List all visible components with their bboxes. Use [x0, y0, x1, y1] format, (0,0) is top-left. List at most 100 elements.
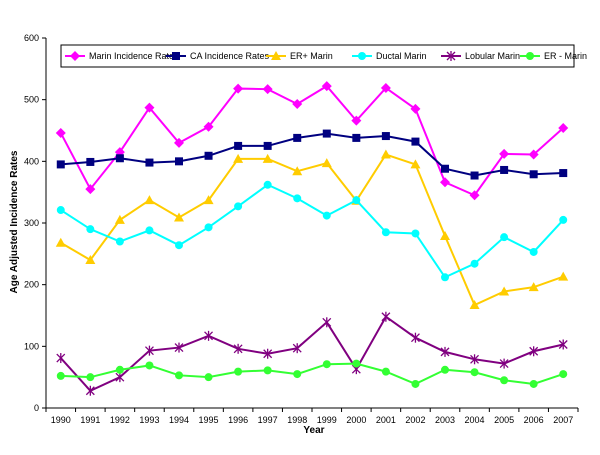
x-tick-label: 1999	[317, 415, 337, 425]
legend-item: Ductal Marin	[352, 51, 427, 61]
data-point	[145, 158, 154, 167]
data-point	[500, 233, 509, 242]
legend-label: ER+ Marin	[290, 51, 333, 61]
data-point	[85, 184, 96, 195]
data-point	[144, 102, 155, 113]
data-point	[559, 370, 568, 379]
x-tick-label: 2006	[524, 415, 544, 425]
data-point	[115, 365, 124, 374]
data-point	[263, 180, 272, 189]
data-point	[321, 158, 332, 168]
data-point	[204, 223, 213, 232]
legend-label: Ductal Marin	[376, 51, 427, 61]
x-tick-label: 2000	[346, 415, 366, 425]
data-point	[499, 286, 510, 296]
legend-item: Lobular Marin	[441, 51, 520, 61]
data-point	[262, 153, 273, 163]
legend-label: ER - Marin	[544, 51, 587, 61]
legend-label: Marin Incidence Rates	[89, 51, 179, 61]
x-tick-label: 2001	[376, 415, 396, 425]
data-point	[174, 342, 184, 353]
data-point	[115, 372, 125, 383]
data-point	[352, 196, 361, 205]
data-point	[411, 229, 420, 238]
data-point	[55, 127, 66, 138]
data-point	[85, 385, 95, 396]
legend-swatch-marker	[172, 52, 180, 60]
data-point	[559, 215, 568, 224]
data-point	[380, 149, 391, 159]
data-point	[56, 206, 65, 215]
series-5	[56, 359, 568, 388]
data-point	[233, 343, 243, 354]
series-4	[56, 311, 568, 396]
legend-swatch-marker	[526, 52, 534, 60]
y-tick-label: 300	[24, 218, 39, 228]
data-point	[262, 84, 273, 95]
legend-label: CA Incidence Rates	[190, 51, 270, 61]
legend-swatch-marker	[358, 52, 366, 60]
data-point	[233, 153, 244, 163]
data-point	[470, 171, 479, 180]
series-line	[59, 84, 564, 197]
data-point	[203, 195, 214, 205]
data-point	[263, 366, 272, 375]
data-point	[380, 82, 391, 93]
series-line	[60, 362, 564, 386]
data-point	[381, 367, 390, 376]
x-tick-label: 1992	[110, 415, 130, 425]
y-tick-label: 400	[24, 156, 39, 166]
data-point	[381, 228, 390, 237]
data-point	[469, 190, 480, 201]
legend-swatch-marker	[70, 51, 80, 61]
x-tick-label: 2002	[405, 415, 425, 425]
x-tick-label: 2004	[465, 415, 485, 425]
data-point	[292, 166, 303, 176]
data-point	[293, 370, 302, 379]
data-point	[292, 98, 303, 109]
data-point	[263, 348, 273, 359]
data-point	[351, 115, 362, 126]
data-point	[322, 360, 331, 369]
data-point	[115, 154, 124, 163]
series-0	[55, 81, 569, 201]
data-point	[410, 332, 420, 343]
y-axis-title: Age Adjusted Incidence Rates	[9, 150, 20, 293]
y-axis-ticks: 0 100 200 300 400 500 600	[24, 33, 46, 413]
data-point	[441, 164, 449, 173]
data-point	[440, 346, 450, 357]
data-point	[381, 132, 390, 141]
data-point	[500, 376, 509, 385]
data-point	[559, 169, 568, 178]
series-line	[60, 153, 564, 307]
data-point	[410, 159, 421, 169]
data-point	[175, 371, 183, 380]
data-point	[529, 379, 538, 388]
legend-swatch-marker	[271, 51, 281, 60]
data-point	[381, 311, 391, 322]
x-tick-label: 1991	[80, 415, 100, 425]
data-point	[204, 330, 214, 341]
data-point	[410, 103, 421, 114]
y-tick-label: 600	[24, 33, 39, 43]
data-point	[86, 157, 95, 166]
data-point	[293, 133, 302, 142]
series-line	[60, 315, 564, 392]
x-axis-ticks: 1990 1991 1992 1993 1994 1995 1996 1997 1998 1999…	[45, 408, 579, 425]
legend-item: ER+ Marin	[266, 51, 333, 61]
data-point	[499, 148, 510, 159]
data-point	[500, 165, 509, 174]
data-point	[86, 373, 95, 382]
data-point	[411, 137, 420, 146]
x-tick-label: 1993	[139, 415, 159, 425]
data-point	[529, 170, 538, 179]
legend-item: Marin Incidence Rates	[65, 51, 179, 61]
data-point	[56, 371, 65, 380]
x-tick-label: 2003	[435, 415, 455, 425]
data-point	[528, 282, 539, 292]
data-point	[55, 237, 66, 247]
data-point	[145, 226, 154, 235]
x-tick-label: 1995	[199, 415, 219, 425]
y-tick-label: 200	[24, 280, 39, 290]
